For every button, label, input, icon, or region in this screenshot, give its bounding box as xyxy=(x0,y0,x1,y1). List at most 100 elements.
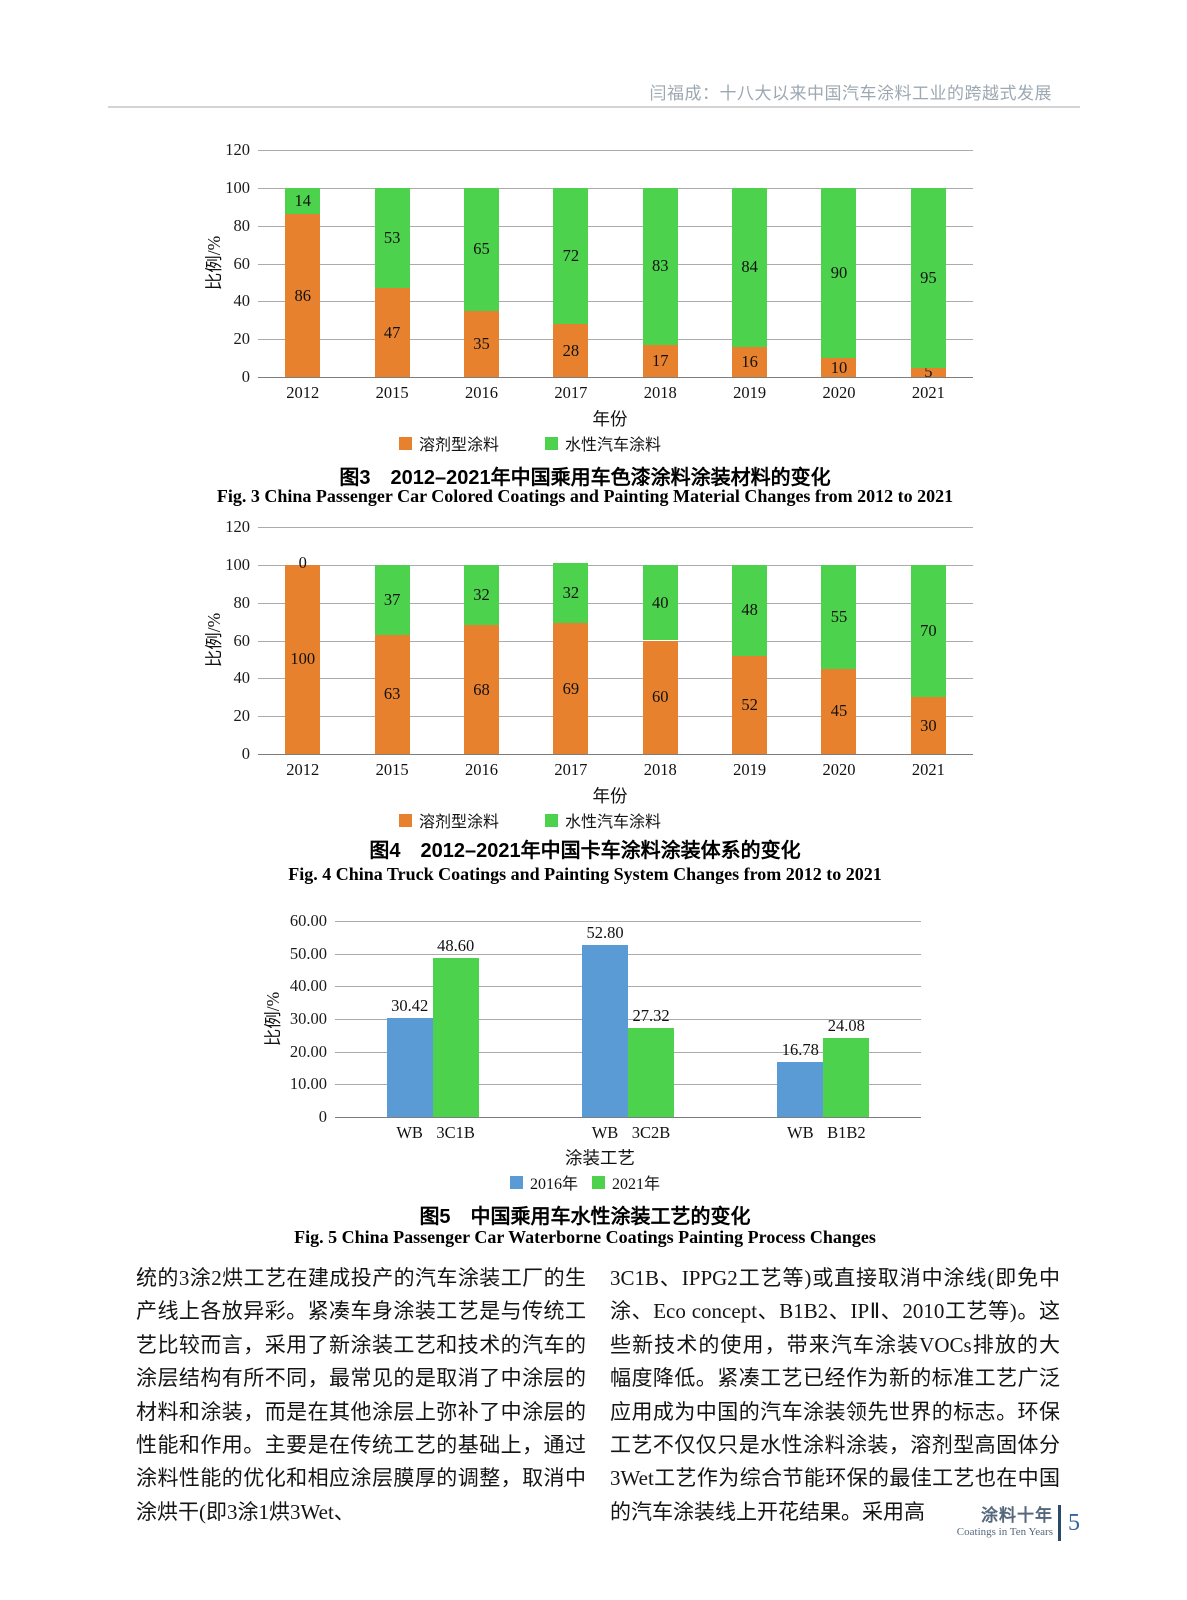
x-tick-label: 2021 xyxy=(911,383,945,402)
gridline xyxy=(258,564,973,566)
bar-value-label: 37 xyxy=(383,589,401,609)
x-tick-label: WB xyxy=(787,1123,814,1142)
gridline xyxy=(335,953,921,955)
bar-segment-溶剂型涂料 xyxy=(285,564,321,754)
bar-value-label: 84 xyxy=(741,257,758,277)
bar-value-label: 60 xyxy=(651,687,669,707)
gridline xyxy=(335,986,921,988)
legend-item: 溶剂型涂料 xyxy=(398,431,499,455)
footer-divider-bar xyxy=(1058,1505,1061,1541)
bar-value-label: 52 xyxy=(741,694,758,714)
bar-2016年 xyxy=(777,1062,824,1117)
body-text-right-column: 3C1B、IPPG2工艺等)或直接取消中涂线(即免中涂、Eco concept、… xyxy=(610,1266,1060,1524)
x-tick-label: WB xyxy=(396,1123,423,1142)
bar-value-label: 27.32 xyxy=(632,1005,670,1025)
bar-value-label: 63 xyxy=(383,684,401,704)
gridline xyxy=(335,1019,921,1020)
y-tick-label: 0 xyxy=(318,1107,327,1126)
page-number: 5 xyxy=(1068,1509,1080,1536)
bar-2016年 xyxy=(386,1017,433,1117)
bar-segment-溶剂型涂料 xyxy=(732,655,768,754)
bar-segment-水性汽车涂料 xyxy=(910,564,946,698)
bar-value-label: 28 xyxy=(562,340,580,360)
bar-value-label: 72 xyxy=(562,245,580,265)
bar-segment-溶剂型涂料 xyxy=(642,640,678,754)
gridline xyxy=(258,187,973,189)
y-tick-label: 120 xyxy=(225,140,250,159)
x-tick-label: 2017 xyxy=(554,383,588,402)
x-tick-label: 3C2B xyxy=(631,1123,671,1142)
bar-segment-溶剂型涂料 xyxy=(374,288,410,377)
x-tick-label: 2020 xyxy=(822,383,856,402)
y-tick-label: 50.00 xyxy=(289,943,327,963)
x-tick-label: 2018 xyxy=(643,383,677,402)
gridline xyxy=(258,225,973,227)
bar-segment-溶剂型涂料 xyxy=(732,346,768,377)
gridline xyxy=(258,678,973,680)
y-tick-label: 60 xyxy=(233,630,251,650)
bar-value-label: 69 xyxy=(562,678,580,698)
bar-value-label: 86 xyxy=(294,285,311,305)
bar-segment-水性汽车涂料 xyxy=(285,187,321,215)
bar-segment-水性汽车涂料 xyxy=(910,187,946,368)
body-text-left-column: 统的3涂2烘工艺在建成投产的汽车涂装工厂的生产线上各放异彩。紧凑车身涂装工艺是与… xyxy=(136,1266,586,1524)
y-tick-label: 0 xyxy=(241,744,250,763)
bar-value-label: 70 xyxy=(920,621,937,641)
bar-segment-水性汽车涂料 xyxy=(821,564,857,669)
legend-swatch-2016年 xyxy=(509,1175,523,1189)
bar-value-label: 5 xyxy=(924,362,933,382)
y-tick-label: 40.00 xyxy=(289,976,327,996)
bar-segment-水性汽车涂料 xyxy=(463,187,499,311)
legend-item: 溶剂型涂料 xyxy=(398,808,499,832)
bar-segment-水性汽车涂料 xyxy=(732,187,768,347)
gridline xyxy=(335,921,921,922)
bar-segment-溶剂型涂料 xyxy=(910,367,946,377)
legend-swatch-水性汽车涂料 xyxy=(545,436,558,450)
x-tick-label: 2012 xyxy=(286,383,320,402)
x-axis-title: 年份 xyxy=(592,409,628,429)
fig5-caption-zh: 图5 中国乘用车水性涂装工艺的变化 xyxy=(419,1206,751,1228)
bar-value-label: 83 xyxy=(651,256,669,276)
legend-swatch-水性汽车涂料 xyxy=(545,813,558,827)
legend-label: 水性汽车涂料 xyxy=(565,437,662,454)
bar-value-label: 16 xyxy=(741,351,758,371)
running-head: 闫福成：十八大以来中国汽车涂料工业的跨越式发展 xyxy=(649,84,1052,103)
bar-segment-水性汽车涂料 xyxy=(821,187,857,359)
gridline xyxy=(258,527,973,528)
y-tick-label: 20 xyxy=(233,706,251,726)
legend-label: 2016年 xyxy=(529,1176,578,1193)
bar-segment-水性汽车涂料 xyxy=(374,187,410,289)
bar-value-label: 30.42 xyxy=(391,995,429,1015)
bar-value-label: 90 xyxy=(830,262,848,282)
y-tick-label: 0 xyxy=(241,367,250,386)
journal-brand-zh: 涂料十年 xyxy=(981,1506,1053,1525)
bar-value-label: 24.08 xyxy=(827,1016,865,1036)
x-tick-label: 2017 xyxy=(554,760,588,779)
x-axis-title: 年份 xyxy=(592,786,628,806)
fig4-caption-zh: 图4 2012–2021年中国卡车涂料涂装体系的变化 xyxy=(369,840,801,862)
y-tick-label: 10.00 xyxy=(289,1074,327,1094)
bar-segment-溶剂型涂料 xyxy=(374,634,410,754)
x-tick-label: 3C1B xyxy=(436,1123,475,1142)
legend-label: 水性汽车涂料 xyxy=(565,814,662,831)
journal-brand-en: Coatings in Ten Years xyxy=(956,1526,1053,1538)
fig3-caption-en: Fig. 3 China Passenger Car Colored Coati… xyxy=(216,486,954,506)
x-tick-label: 2012 xyxy=(286,760,320,779)
legend-item: 2016年 xyxy=(509,1170,578,1194)
x-tick-label: B1B2 xyxy=(827,1123,866,1142)
bar-value-label: 0 xyxy=(298,552,307,572)
bar-value-label: 53 xyxy=(383,227,401,247)
x-axis-title: 涂装工艺 xyxy=(565,1148,635,1168)
gridline xyxy=(258,716,973,718)
gridline xyxy=(258,339,973,341)
bar-segment-溶剂型涂料 xyxy=(910,697,946,754)
x-tick-label: 2021 xyxy=(911,760,945,779)
bar-segment-水性汽车涂料 xyxy=(553,562,589,624)
bar-segment-水性汽车涂料 xyxy=(463,564,499,626)
legend-item: 水性汽车涂料 xyxy=(545,431,661,455)
fig4-caption-en: Fig. 4 China Truck Coatings and Painting… xyxy=(288,864,882,884)
